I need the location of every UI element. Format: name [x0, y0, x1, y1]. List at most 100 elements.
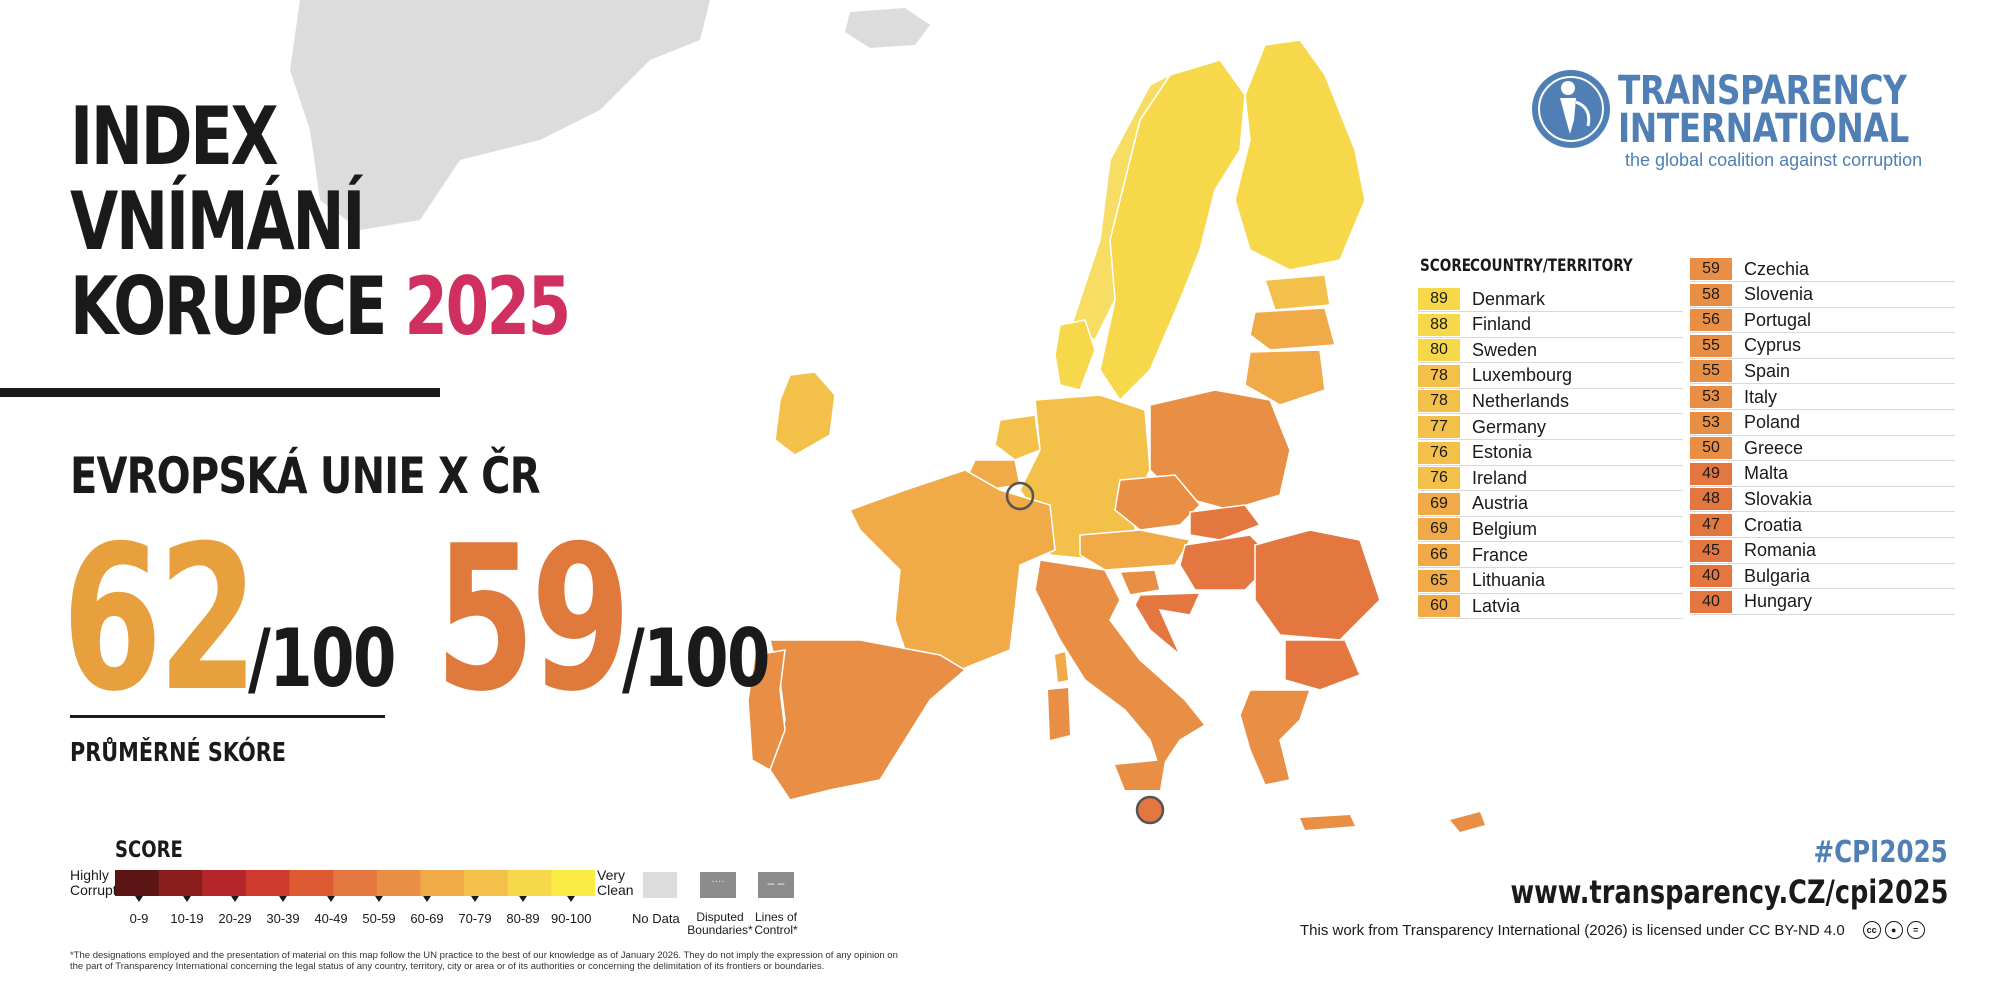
row-score: 78 [1418, 364, 1460, 387]
lines-of-control-swatch: – – [758, 872, 794, 898]
row-country: Denmark [1472, 288, 1546, 309]
no-data-label: No Data [632, 911, 680, 926]
sardinia-shape [1048, 688, 1070, 740]
row-country: Estonia [1472, 442, 1533, 463]
row-country: Bulgaria [1744, 565, 1811, 586]
hashtag[interactable]: #CPI2025 [1813, 835, 1948, 870]
no-data-swatch [643, 872, 677, 898]
comparison-heading: EVROPSKÁ UNIE X ČR [70, 447, 541, 505]
row-score: 56 [1690, 309, 1732, 332]
title-year: 2025 [404, 260, 571, 353]
legend-swatch [464, 870, 509, 896]
spain-shape [769, 639, 967, 801]
row-score: 69 [1418, 492, 1460, 515]
italy-shape [1034, 559, 1207, 772]
legend-swatch [289, 870, 334, 896]
legend-swatch [420, 870, 465, 896]
austria-shape [1079, 529, 1192, 571]
table-header-country: COUNTRY/TERRITORY [1470, 256, 1633, 276]
row-country: Lithuania [1472, 570, 1546, 591]
logo-tagline: the global coalition against corruption [1625, 150, 1923, 170]
legend-tick-label: 20-29 [218, 911, 252, 926]
row-country: Slovenia [1744, 284, 1814, 305]
row-score: 65 [1418, 569, 1460, 592]
lines-of-control-label: Lines of Control* [754, 910, 798, 937]
legend-tick-marker [567, 896, 575, 902]
website-link[interactable]: www.transparency.CZ/cpi2025 [1510, 873, 1948, 911]
avg-score-label: PRŮMĚRNÉ SKÓRE [70, 738, 287, 768]
greece-shape [1239, 689, 1312, 786]
table-row: 69 Austria [1418, 492, 1683, 517]
ireland-shape [774, 371, 836, 456]
legend-tick-marker [231, 896, 239, 902]
disputed-boundaries-label: Disputed Boundaries* [687, 910, 753, 937]
eu-denominator: /100 [248, 612, 396, 705]
table-row: 65 Lithuania [1418, 569, 1683, 594]
row-country: Portugal [1744, 309, 1812, 330]
row-country: Hungary [1744, 591, 1813, 612]
legend-tick-marker [519, 896, 527, 902]
table-row: 48 Slovakia [1690, 487, 1955, 513]
legend-swatch [551, 870, 595, 896]
table-row: 88 Finland [1418, 313, 1683, 338]
legend-tick-label: 10-19 [170, 911, 204, 926]
slovakia-shape [1189, 504, 1262, 541]
row-country: Croatia [1744, 514, 1803, 535]
logo-name-line-2: INTERNATIONAL [1618, 106, 1909, 152]
row-country: Spain [1744, 360, 1791, 381]
legend-tick-label: 50-59 [362, 911, 396, 926]
sweden-shape [1099, 59, 1246, 402]
row-score: 59 [1690, 258, 1732, 280]
row-country: Austria [1472, 493, 1529, 514]
legend-low-label: Highly Corrupt [70, 867, 117, 898]
slovenia-shape [1118, 569, 1161, 596]
luxembourg-marker [1005, 481, 1035, 511]
crete-shape [1300, 815, 1355, 830]
title-line-2: VNÍMÁNÍ [70, 175, 366, 268]
table-row: 60 Latvia [1418, 594, 1683, 620]
table-row: 47 Croatia [1690, 513, 1955, 538]
row-country: Romania [1744, 540, 1817, 561]
legend-swatch [158, 870, 203, 896]
netherlands-shape [994, 414, 1041, 461]
row-country: Belgium [1472, 518, 1538, 539]
license-row: This work from Transparency Internationa… [1300, 921, 1925, 939]
lithuania-shape [1244, 349, 1326, 406]
table-row: 49 Malta [1690, 462, 1955, 487]
legend-tick-marker [327, 896, 335, 902]
table-row: 77 Germany [1418, 415, 1683, 440]
transparency-logo-icon [1532, 70, 1610, 148]
row-score: 40 [1690, 590, 1732, 613]
title-word-korupce: KORUPCE [70, 260, 387, 353]
legend-tick-label: 90-100 [551, 911, 592, 926]
portugal-shape [747, 649, 786, 772]
row-score: 40 [1690, 565, 1732, 588]
row-score: 77 [1418, 416, 1460, 438]
row-country: Latvia [1472, 595, 1521, 616]
row-country: Luxembourg [1472, 365, 1573, 386]
romania-shape [1254, 529, 1381, 641]
row-country: Malta [1744, 463, 1789, 484]
table-row: 53 Italy [1690, 385, 1955, 410]
title-line-3: KORUPCE 2025 [70, 265, 571, 349]
table-row: 69 Belgium [1418, 517, 1683, 543]
row-score: 66 [1418, 544, 1460, 566]
legend-tick-marker [375, 896, 383, 902]
table-row: 45 Romania [1690, 539, 1955, 564]
row-country: Cyprus [1744, 335, 1802, 356]
legend-tick-label: 80-89 [506, 911, 540, 926]
row-score: 49 [1690, 462, 1732, 485]
estonia-shape [1263, 274, 1331, 311]
legend-tick-label: 60-69 [410, 911, 444, 926]
row-score: 80 [1418, 339, 1460, 362]
table-row: 80 Sweden [1418, 338, 1683, 364]
cc-icon: cc [1862, 921, 1881, 939]
legend-swatch [376, 870, 421, 896]
legend-swatch [245, 870, 291, 896]
title-line-1: INDEX [70, 90, 279, 183]
iceland-shape [845, 8, 930, 48]
legend-tick-label: 0-9 [129, 911, 149, 926]
hungary-shape [1179, 534, 1277, 591]
sicily-shape [1115, 760, 1165, 790]
avg-underline [70, 715, 385, 718]
